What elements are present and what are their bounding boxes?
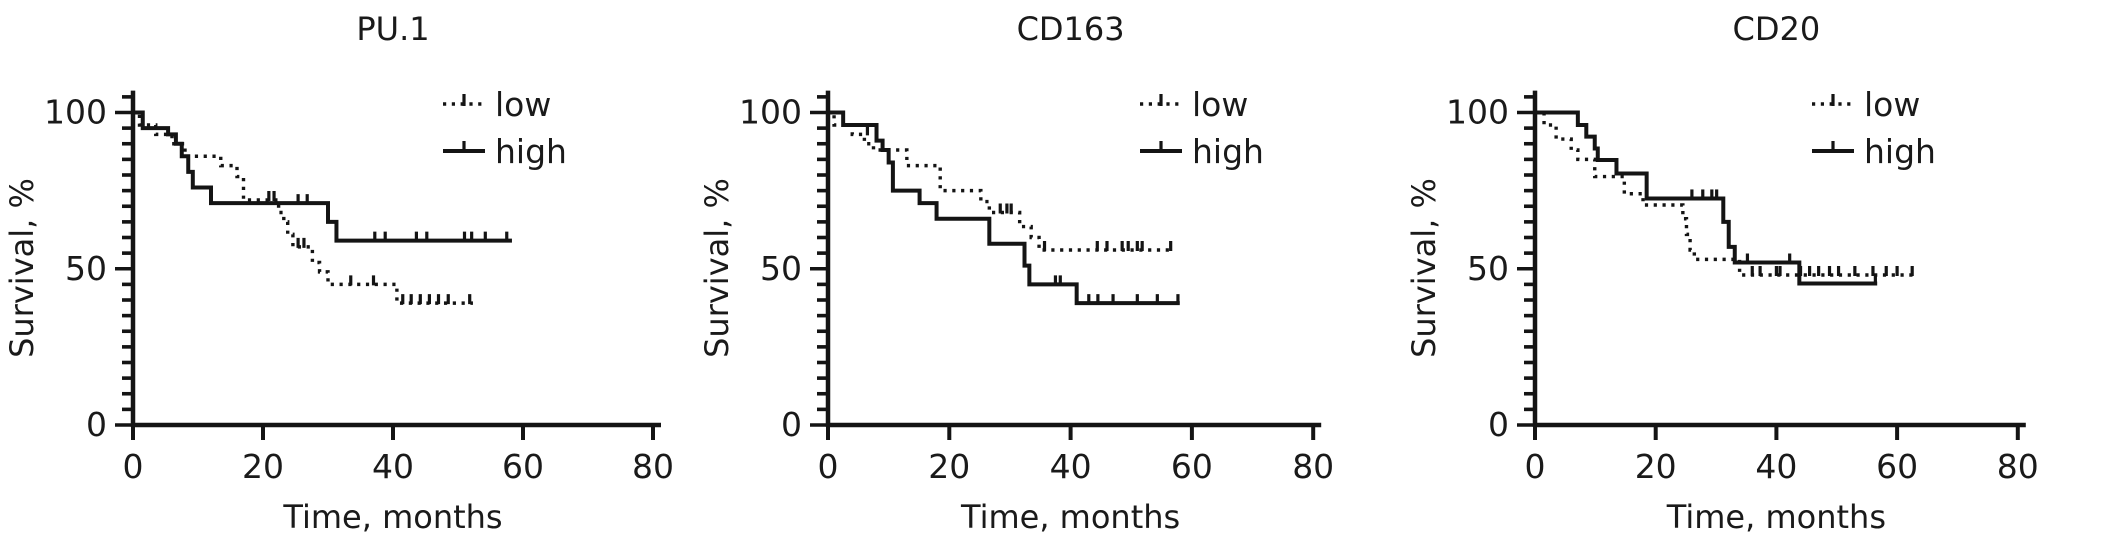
survival-curve-low <box>828 110 1174 252</box>
legend-item-high-label: high <box>1192 132 1264 171</box>
km-panel: 0 50 100 0 20 40 60 80 PU.1 Time, months Survival,… <box>3 10 674 536</box>
y-axis-label: Survival, % <box>3 178 41 358</box>
censor-marks-low <box>267 191 472 305</box>
x-tick-label: 80 <box>1997 447 2039 486</box>
x-tick-label: 20 <box>928 447 970 486</box>
x-tick-label: 0 <box>1525 447 1546 486</box>
x-axis-label: Time, months <box>1666 498 1886 536</box>
legend-item-low-label: low <box>1864 85 1920 124</box>
x-axis-label: Time, months <box>282 498 502 536</box>
y-axis-label: Survival, % <box>698 178 736 358</box>
legend-item-high-label: high <box>495 132 567 171</box>
y-tick-label: 100 <box>739 93 802 132</box>
y-tick-label: 50 <box>1467 249 1509 288</box>
legend: low high <box>1812 85 1936 171</box>
x-tick-label: 20 <box>242 447 284 486</box>
survival-curve-high <box>1535 110 1878 286</box>
km-panel: 0 50 100 0 20 40 60 80 CD163 Time, months Survival… <box>698 10 1334 536</box>
survival-curve-high <box>133 110 512 243</box>
legend-item-low-label: low <box>495 85 551 124</box>
x-tick-label: 60 <box>1876 447 1918 486</box>
legend-item-low-label: low <box>1192 85 1248 124</box>
x-tick-label: 80 <box>1292 447 1334 486</box>
x-tick-label: 60 <box>502 447 544 486</box>
legend: low high <box>1140 85 1264 171</box>
x-tick-label: 40 <box>1755 447 1797 486</box>
panel-title: CD20 <box>1733 10 1821 48</box>
y-tick-label: 0 <box>86 405 107 444</box>
x-tick-label: 20 <box>1635 447 1677 486</box>
censor-marks-low <box>865 125 1173 251</box>
y-axis-label: Survival, % <box>1405 178 1443 358</box>
x-tick-label: 40 <box>372 447 414 486</box>
x-tick-label: 0 <box>123 447 144 486</box>
y-tick-label: 100 <box>44 93 107 132</box>
survival-curve-high <box>828 110 1180 306</box>
y-tick-label: 50 <box>760 249 802 288</box>
panel-title: CD163 <box>1017 10 1125 48</box>
survival-curve-low <box>133 110 473 305</box>
censor-marks-high <box>296 194 509 242</box>
legend-item-high-label: high <box>1864 132 1936 171</box>
x-tick-label: 80 <box>632 447 674 486</box>
x-axis-label: Time, months <box>960 498 1180 536</box>
x-tick-label: 0 <box>818 447 839 486</box>
km-panel: 0 50 100 0 20 40 60 80 CD20 Time, months Survival,… <box>1405 10 2039 536</box>
y-tick-label: 0 <box>781 405 802 444</box>
legend: low high <box>443 85 567 171</box>
y-tick-label: 0 <box>1488 405 1509 444</box>
y-tick-label: 100 <box>1446 93 1509 132</box>
censor-marks-high <box>1053 275 1180 305</box>
x-tick-label: 40 <box>1050 447 1092 486</box>
panel-title: PU.1 <box>356 10 429 48</box>
x-tick-label: 60 <box>1171 447 1213 486</box>
y-tick-label: 50 <box>65 249 107 288</box>
censor-marks-high <box>1690 189 1877 285</box>
